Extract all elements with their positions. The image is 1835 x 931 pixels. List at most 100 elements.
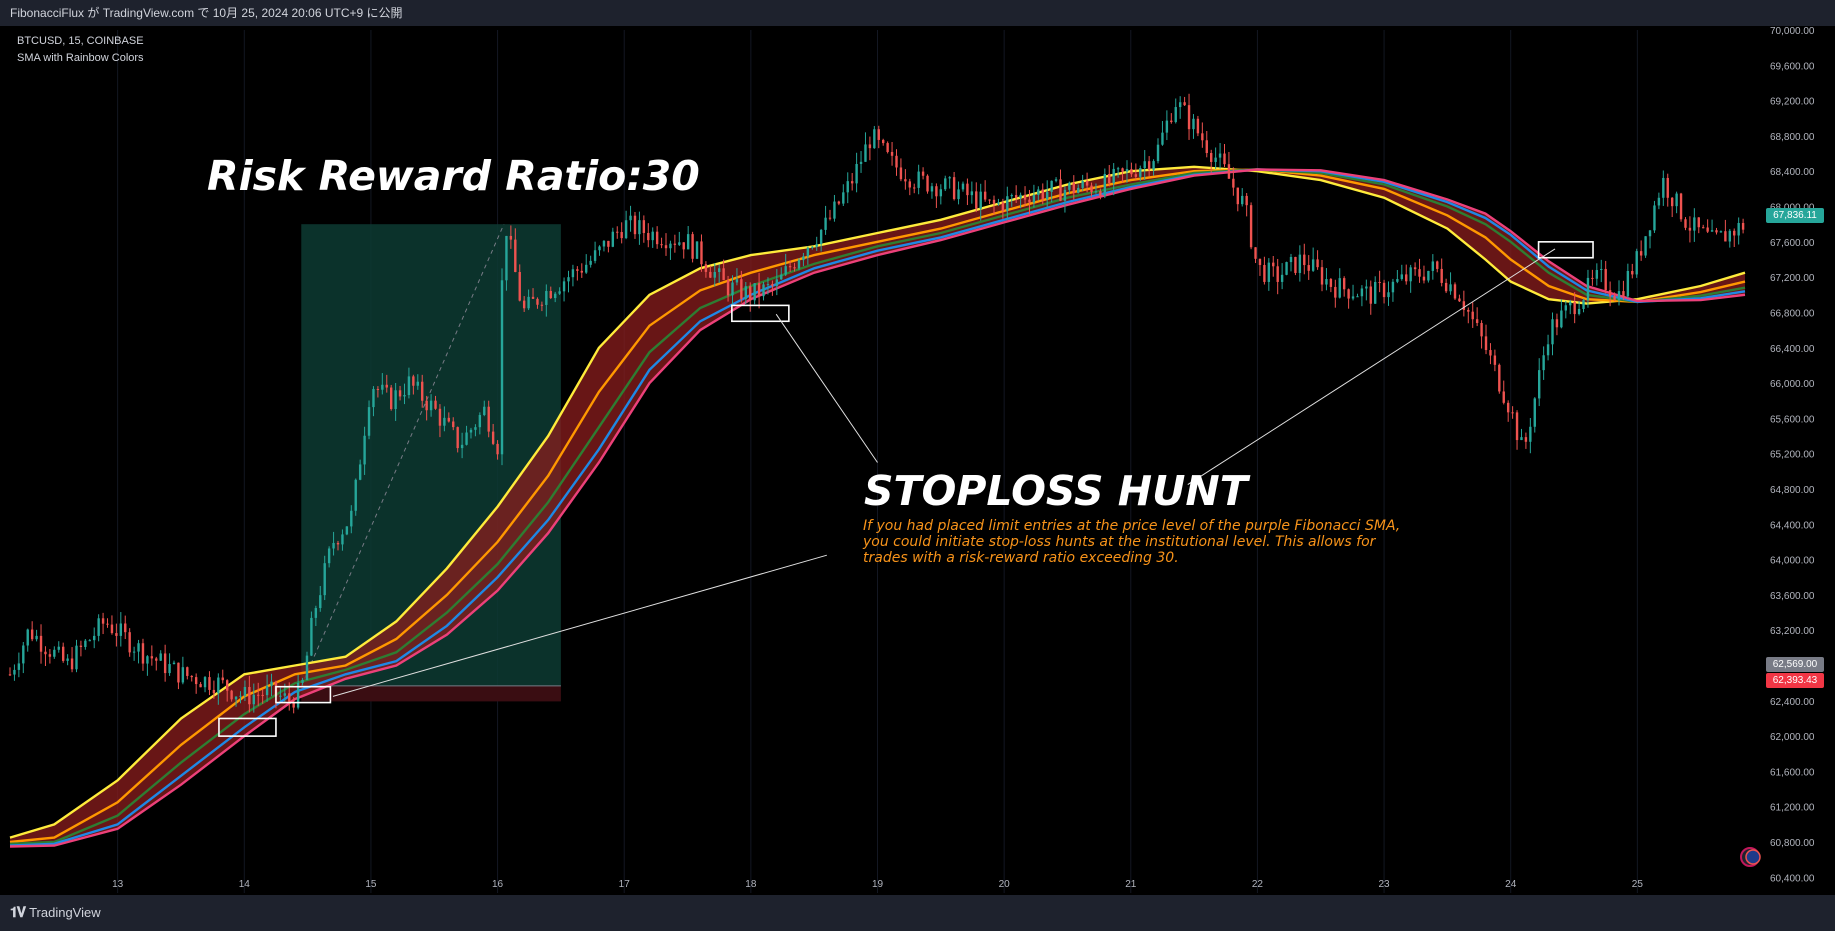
candle-body [1201,133,1204,141]
candle-body [886,143,889,152]
candle-body [1369,286,1372,304]
candle-body [1351,296,1355,299]
y-tick-label: 69,200.00 [1770,97,1815,108]
candle-body [908,181,911,188]
candle-body [168,664,171,674]
candle-body [1387,292,1390,298]
candle-body [1218,153,1222,158]
candle-body [1591,277,1594,279]
candle-body [788,266,792,268]
candle-body [1405,274,1408,282]
candle-body [434,400,437,409]
candle-body [1156,144,1160,162]
indicator-legend[interactable]: SMA with Rainbow Colors [17,52,144,64]
candle-body [522,300,526,309]
stoploss-hunt-title[interactable]: STOPLOSS HUNT [864,467,1248,515]
candle-body [257,694,260,696]
candle-body [633,215,637,235]
candle-body [1099,191,1102,196]
price-axis[interactable]: 60,400.00 60,800.00 61,200.00 61,600.00 62,0… [1770,26,1815,884]
candle-body [314,608,318,618]
highlight-box [1537,241,1594,259]
candle-body [1320,267,1324,285]
candle-body [367,407,371,436]
candle-body [1134,174,1138,177]
candle-body [576,269,579,271]
candle-body [44,651,47,655]
candle-body [1569,301,1572,306]
candle-body [1551,319,1554,345]
pointer-lines[interactable] [332,248,1556,697]
candle-body [443,417,446,426]
candle-body [1653,205,1656,231]
risk-reward-label[interactable]: Risk Reward Ratio:30 [207,152,700,200]
candle-body [385,384,388,388]
highlight-boxes[interactable] [218,241,1594,737]
candle-body [1054,179,1058,181]
candle-body [948,177,951,179]
candle-body [1409,267,1412,282]
candle-body [651,231,654,241]
candle-body [1662,177,1665,198]
candle-body [296,682,300,708]
highlight-box [275,685,332,704]
candle-body [1436,261,1439,269]
tradingview-brand: TradingView [29,905,101,920]
candle-body [212,689,216,694]
candle-body [713,272,716,278]
candle-body [975,191,978,209]
candle-body [930,186,934,192]
candle-body [704,264,708,272]
candle-body [1077,187,1080,193]
candle-body [474,427,477,430]
candle-body [1329,279,1333,287]
candle-body [372,388,375,408]
symbol-legend[interactable]: BTCUSD, 15, COINBASE [17,35,144,47]
candle-body [1267,262,1271,282]
candle-body [1298,254,1302,273]
time-axis[interactable]: 13 14 15 16 17 18 19 20 21 22 23 24 25 [112,879,1643,890]
candle-body [1254,247,1257,259]
candle-body [744,286,747,299]
flag-icon[interactable] [1740,847,1761,867]
stoploss-hunt-description[interactable]: If you had placed limit entries at the p… [863,518,1401,566]
candle-body [1706,227,1709,232]
candle-body [1196,118,1200,134]
candle-body [1506,402,1510,413]
stop-price-label: 62,393.43 [1766,673,1824,688]
pointer-line [1187,248,1556,485]
candle-body [895,155,898,168]
candle-body [970,191,974,196]
candle-body [1715,230,1718,233]
candle-body [1538,370,1541,399]
candle-body [828,217,832,219]
candle-body [1542,355,1545,371]
candle-body [695,241,699,259]
candle-body [1710,230,1714,232]
candle-body [611,231,615,247]
y-tick-label: 62,000.00 [1770,732,1815,743]
candle-body [1010,195,1013,197]
candle-body [1502,391,1505,403]
candle-body [358,464,362,480]
candle-body [1449,284,1452,292]
candle-body [1050,180,1053,192]
candle-body [589,260,592,265]
candle-body [1125,169,1129,172]
candle-body [181,667,185,683]
candle-body [1444,282,1448,292]
candle-body [726,279,730,296]
candle-body [57,646,60,650]
candle-body [1338,278,1341,298]
candle-body [1121,168,1124,172]
x-tick-label: 14 [239,879,251,890]
candle-body [310,617,313,656]
tradingview-logo[interactable]: 𝟏𝐕 TradingView [10,904,101,921]
y-tick-label: 65,200.00 [1770,450,1815,461]
candle-body [394,390,397,410]
candle-body [1232,178,1235,188]
candle-body [1041,189,1044,200]
candle-body [1631,271,1634,275]
candle-body [128,632,131,653]
